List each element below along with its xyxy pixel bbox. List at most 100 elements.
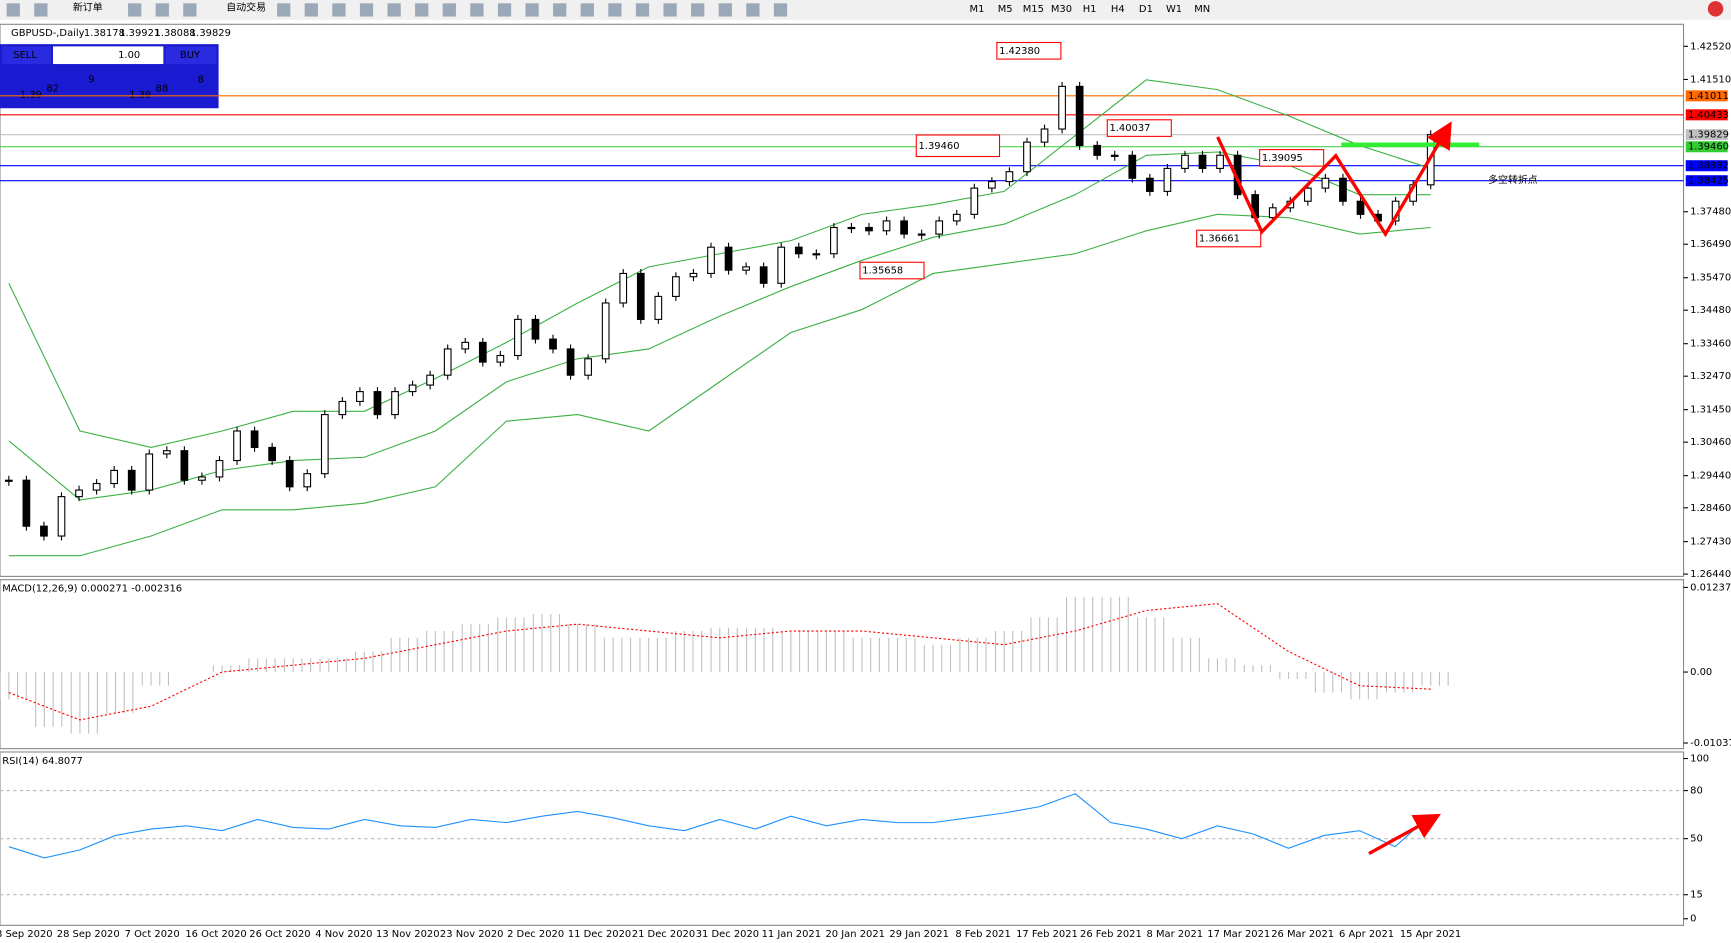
- timeframe-button[interactable]: MN: [1194, 4, 1210, 15]
- candle: [461, 341, 470, 350]
- candle: [303, 473, 312, 488]
- tool-icon[interactable]: [580, 3, 594, 17]
- annotation-label: 1.39460: [918, 141, 959, 152]
- lots-input[interactable]: [52, 46, 164, 65]
- y-tick-label: 1.27430: [1690, 537, 1731, 548]
- candle: [145, 453, 154, 491]
- tool-icon[interactable]: [359, 3, 374, 17]
- tool-icon[interactable]: [746, 3, 760, 17]
- candle: [742, 266, 750, 271]
- candle: [215, 459, 224, 478]
- alert-badge[interactable]: [1707, 1, 1724, 17]
- bollinger-band: [8, 151, 1431, 501]
- timeframe-button[interactable]: H1: [1083, 4, 1097, 15]
- candle: [180, 450, 189, 481]
- annotation-box: [1259, 149, 1325, 167]
- timeframe-button[interactable]: H4: [1111, 4, 1125, 15]
- candle: [566, 348, 575, 376]
- candle: [127, 469, 136, 491]
- candle: [478, 341, 487, 363]
- candle: [1321, 177, 1330, 189]
- tool-icon[interactable]: [718, 3, 732, 17]
- tool-icon[interactable]: [635, 3, 650, 17]
- timeframe-button[interactable]: M5: [998, 4, 1013, 15]
- x-tick-label: 8 Feb 2021: [955, 929, 1010, 940]
- candle: [830, 226, 838, 255]
- price-pip: 9: [88, 75, 94, 86]
- candle: [514, 318, 522, 357]
- candle: [1005, 171, 1014, 183]
- candle: [917, 233, 926, 236]
- tool-icon[interactable]: [442, 3, 456, 17]
- candle: [75, 489, 83, 498]
- timeframe-button[interactable]: W1: [1166, 4, 1182, 15]
- tool-icon[interactable]: [608, 3, 622, 17]
- sell-label[interactable]: SELL: [13, 50, 37, 61]
- annotation-label: 1.40037: [1109, 123, 1150, 134]
- toolbar-button[interactable]: 新订单: [73, 1, 103, 14]
- candle: [57, 496, 66, 537]
- candle: [198, 476, 206, 481]
- x-tick-label: 6 Apr 2021: [1339, 929, 1394, 940]
- candle: [1303, 187, 1312, 202]
- candle: [988, 180, 996, 189]
- toolbar-button[interactable]: 自动交易: [226, 1, 266, 14]
- tool-icon[interactable]: [525, 3, 539, 17]
- candle: [900, 220, 908, 235]
- y-tick-label: 1.28460: [1690, 503, 1731, 514]
- tool-icon[interactable]: [6, 3, 20, 17]
- buy-label[interactable]: BUY: [180, 50, 201, 61]
- timeframe-button[interactable]: M1: [970, 4, 985, 15]
- y-tick-label: 0.012372: [1690, 582, 1731, 593]
- price-line-tag: [1685, 90, 1728, 102]
- candle: [1163, 167, 1172, 192]
- sell-button[interactable]: [2, 46, 51, 65]
- ohlc-value: 1.39921: [119, 28, 160, 39]
- x-tick-label: 16 Oct 2020: [185, 929, 246, 940]
- tool-icon[interactable]: [497, 3, 512, 17]
- candle: [707, 246, 715, 274]
- buy-button[interactable]: [165, 46, 217, 65]
- macd-pane: [0, 579, 1685, 750]
- y-tick-label: 1.32470: [1690, 371, 1731, 382]
- timeframe-button[interactable]: M30: [1051, 4, 1072, 15]
- candle: [391, 391, 399, 416]
- tool-icon[interactable]: [691, 3, 705, 17]
- tool-icon[interactable]: [304, 3, 318, 17]
- candle: [250, 430, 259, 448]
- timeframe-button[interactable]: M15: [1023, 4, 1044, 15]
- y-tick-label: 1.34480: [1690, 305, 1731, 316]
- candle: [408, 384, 417, 393]
- candle: [952, 213, 961, 222]
- candle: [1093, 144, 1102, 156]
- tool-icon[interactable]: [470, 3, 484, 17]
- tool-icon[interactable]: [415, 3, 429, 17]
- candle: [1075, 85, 1084, 146]
- tool-icon[interactable]: [128, 3, 142, 17]
- price-line-tag: [1685, 160, 1728, 172]
- tool-icon[interactable]: [277, 3, 291, 17]
- candle: [636, 272, 645, 320]
- x-tick-label: 11 Dec 2020: [568, 929, 631, 940]
- candle: [672, 276, 680, 297]
- tool-icon[interactable]: [155, 3, 169, 17]
- y-tick-label: 15: [1690, 890, 1703, 901]
- tool-icon[interactable]: [34, 3, 48, 17]
- y-tick-label: 1.35470: [1690, 273, 1731, 284]
- lots-value[interactable]: 1.00: [118, 50, 140, 61]
- rsi-arrow: [1368, 813, 1441, 856]
- tool-icon[interactable]: [332, 3, 346, 17]
- tool-icon[interactable]: [773, 3, 788, 17]
- x-tick-label: 26 Mar 2021: [1271, 929, 1334, 940]
- candle: [1339, 177, 1347, 202]
- tool-icon[interactable]: [387, 3, 401, 17]
- y-tick-label: -0.010374: [1690, 738, 1731, 749]
- timeframe-button[interactable]: D1: [1139, 4, 1153, 15]
- tool-icon[interactable]: [663, 3, 677, 17]
- toolbar: [0, 0, 1731, 20]
- tool-icon[interactable]: [553, 3, 567, 17]
- tool-icon[interactable]: [183, 3, 197, 17]
- price-line-label: 1.38425: [1688, 176, 1729, 187]
- candle: [268, 446, 277, 462]
